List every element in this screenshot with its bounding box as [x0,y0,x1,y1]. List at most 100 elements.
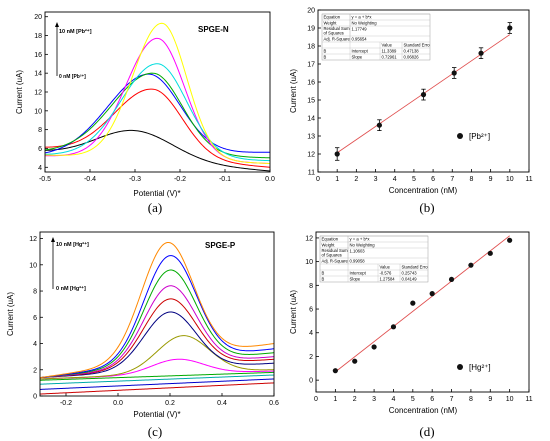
panel-c-arrow-head [51,237,55,242]
x-tick-label: 5 [411,396,415,403]
y-tick-label: 17 [307,62,315,69]
x-tick-label: -0.2 [60,400,72,407]
x-tick-label: 8 [469,396,473,403]
y-tick-label: 16 [34,52,42,59]
stats-table-cell: No Weighting [350,242,376,247]
y-tick-label: 16 [307,80,315,87]
y-tick-label: 0 [309,378,313,385]
x-tick-label: 4 [392,396,396,403]
y-tick-label: 8 [38,127,42,134]
voltammogram-curve-4 [39,371,275,381]
stats-table-cell: 0.06826 [404,54,420,59]
y-tick-label: 12 [34,90,42,97]
voltammogram-curve-9 [39,285,275,379]
y-tick-label: 18 [307,44,315,51]
x-tick-label: 3 [372,396,376,403]
x-tick-label: 7 [450,176,454,183]
panel-a-plot-frame [44,11,271,173]
y-tick-label: 10 [34,108,42,115]
stats-table-cell: Intercept [350,270,367,275]
x-tick-label: 0 [316,176,320,183]
x-tick-label: 0.0 [113,400,123,407]
panel-c-voltammogram: -0.2 0.0 0.2 0.4 0.6 0 2 4 6 8 10 12 Potential (V)*… [6,231,279,439]
x-tick-label: 11 [525,396,532,403]
panel-d-stats-table: Equation y = a + b*x Weight No WeightingRes… [319,235,429,283]
panel-b-ylabel: Current (uA) [289,69,298,113]
voltammogram-curve-1 [44,129,271,172]
x-tick-label: 5 [412,176,416,183]
y-tick-label: 12 [307,152,315,159]
stats-table-frame [319,235,429,283]
stats-table-cell: 0.47138 [404,48,420,53]
stats-table-cell: Residual Sum [322,248,349,253]
data-point [429,291,435,297]
y-tick-label: 14 [34,71,42,78]
stats-table-cell: y = a + b*x [350,236,371,241]
y-tick-label: 0 [33,394,37,401]
y-tick-label: 19 [307,26,315,33]
voltammogram-curve-12 [39,241,275,379]
stats-table-cell: of Squares [324,31,344,36]
x-tick-label: 0.6 [269,400,279,407]
x-tick-label: 9 [488,396,492,403]
panel-d-ylabel: Current (uA) [289,290,298,334]
x-tick-label: 3 [374,176,378,183]
stats-table-cell: Weight [324,20,338,25]
panel-c-xlabel: Potential (V)* [133,410,180,419]
panel-a-conc-bottom: 0 nM [Pb²⁺] [59,74,86,80]
x-tick-label: -0.1 [219,176,231,183]
data-point [507,25,513,31]
panel-a-voltammogram: -0.5 -0.4 -0.3 -0.2 -0.1 0.0 4 6 8 10 12 14 16 18 20 P… [15,11,275,215]
voltammogram-curve-8 [39,298,275,379]
y-tick-label: 6 [33,315,37,322]
panel-b-legend-marker [457,133,463,139]
data-point [371,344,377,350]
stats-table-cell: Equation [324,14,341,19]
panel-b-stats-table: Equation y = a + b*x Weight No WeightingRes… [321,13,431,61]
stats-table-cell: 0.72961 [382,54,398,59]
voltammogram-curve-7 [39,311,275,379]
stats-table-cell: Standard Erro [404,42,431,47]
data-point [448,276,455,283]
stats-table-cell: Value [380,264,391,269]
x-tick-label: 7 [450,396,454,403]
panel-c-letter: (c) [148,424,162,439]
panel-d-points [332,237,513,374]
y-tick-label: 20 [34,14,42,21]
stats-table-cell: 0.99058 [350,258,366,263]
stats-table-cell: No Weighting [352,20,378,25]
y-tick-label: 6 [309,307,313,314]
data-point [352,358,358,364]
x-tick-label: -0.3 [129,176,141,183]
panel-a-xlabel: Potential (V)* [133,189,180,198]
x-tick-label: 1 [333,396,337,403]
voltammogram-curve-1 [39,382,275,395]
x-tick-label: 6 [431,176,435,183]
x-tick-label: 0 [314,396,318,403]
data-point [390,324,397,330]
y-tick-label: 8 [33,289,37,296]
panel-a-conc-top: 10 nM [Pb²⁺] [59,28,92,35]
stats-table-cell: Weight [322,242,336,247]
stats-table-cell: Adj. R-Square [322,258,349,263]
voltammogram-curve-10 [39,269,275,379]
stats-table-cell: Intercept [352,48,369,53]
y-tick-label: 12 [305,235,313,242]
x-tick-label: -0.2 [174,176,186,183]
x-tick-label: -0.5 [39,176,51,183]
data-point [332,368,338,374]
stats-table-cell: 1.17749 [352,26,368,31]
panel-a-curves [44,22,271,172]
stats-table-cell: B [324,48,327,53]
stats-table-cell: 0.04149 [402,276,418,281]
panel-a-ticks: -0.5 -0.4 -0.3 -0.2 -0.1 0.0 4 6 8 10 12 14 16 18 20 [34,14,275,183]
stats-table-frame [321,13,431,61]
voltammogram-curve-2 [39,378,275,390]
stats-table-cell: -0.576 [380,270,393,275]
data-point [487,250,493,256]
y-tick-label: 4 [38,165,42,172]
panel-c-ticks: -0.2 0.0 0.2 0.4 0.6 0 2 4 6 8 10 12 [29,236,279,407]
voltammogram-curve-3 [44,73,271,154]
stats-table-cell: B [324,54,327,59]
